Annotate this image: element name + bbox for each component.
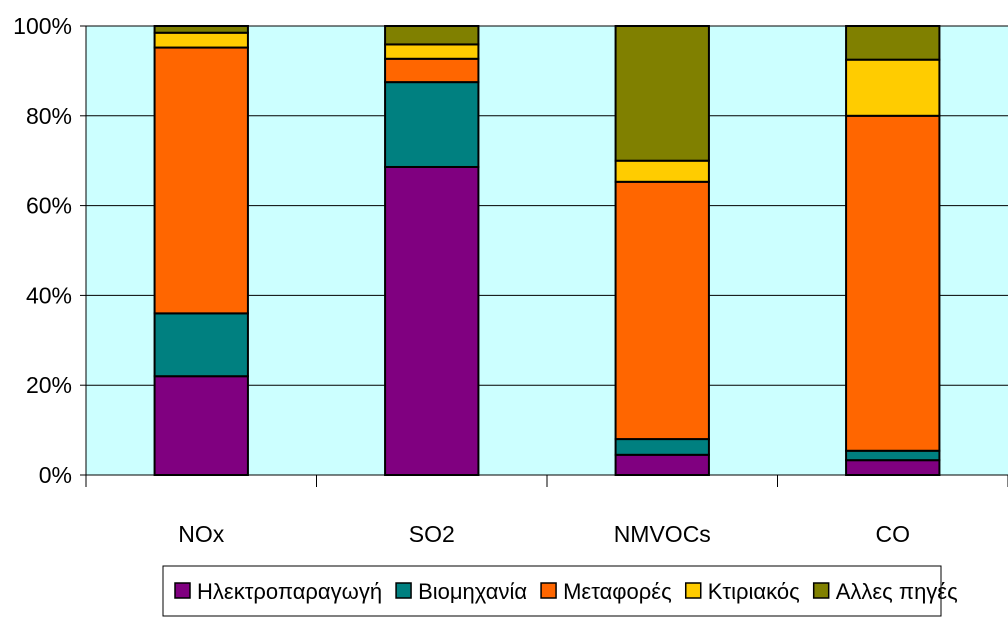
y-tick-label: 0% — [39, 462, 72, 488]
bar-segment — [845, 449, 941, 462]
y-tick-label: 40% — [26, 282, 72, 308]
bar-segment — [384, 57, 480, 84]
legend-entry: Κτιριακός — [684, 579, 800, 604]
y-tick-label: 80% — [26, 103, 72, 129]
legend-label: Κτιριακός — [708, 579, 800, 604]
bar-segment — [614, 180, 710, 441]
axes: 0% 20% 40% 60% 80% 100% NOx SO2 NMVOCs CO — [13, 13, 1008, 547]
bar-segment — [614, 453, 710, 477]
bar-segment — [153, 375, 249, 476]
bar-segment — [845, 459, 941, 477]
bar-segment — [614, 438, 710, 456]
legend-entry: Αλλες πηγές — [812, 579, 958, 604]
x-tick-label: CO — [876, 521, 911, 547]
bar-segment — [153, 25, 249, 34]
bar-segment — [384, 165, 480, 476]
plot-area — [86, 25, 1008, 477]
bar-segment — [614, 159, 710, 183]
bar-segment — [384, 81, 480, 168]
bar-segment — [153, 312, 249, 378]
bar-segment — [384, 25, 480, 46]
bar-segment — [845, 114, 941, 452]
x-tick-label: NOx — [178, 521, 225, 547]
legend-entry: Ηλεκτροπαραγωγή — [174, 579, 382, 604]
bar-segment — [614, 25, 710, 162]
y-tick-label: 20% — [26, 372, 72, 398]
legend-label: Μεταφορές — [563, 579, 672, 604]
legend-entry: Βιομηχανία — [395, 579, 527, 604]
bar-segment — [153, 31, 249, 49]
bar-segment — [845, 25, 941, 61]
legend-label: Αλλες πηγές — [836, 579, 958, 604]
legend-entry: Μεταφορές — [540, 579, 672, 604]
legend-swatch — [174, 582, 191, 599]
bar-segment — [845, 58, 941, 117]
legend: Ηλεκτροπαραγωγή Βιομηχανία Μεταφορές Κτιρια… — [162, 565, 958, 617]
bar-segment — [153, 46, 249, 315]
y-tick-label: 60% — [26, 193, 72, 219]
bar-segment — [384, 43, 480, 60]
x-tick-label: NMVOCs — [614, 521, 711, 547]
x-tick-label: SO2 — [409, 521, 455, 547]
legend-swatch — [684, 582, 702, 599]
legend-label: Βιομηχανία — [418, 579, 527, 604]
legend-swatch — [540, 582, 557, 599]
y-tick-label: 100% — [13, 13, 72, 39]
legend-swatch — [395, 582, 412, 599]
legend-swatch — [812, 582, 830, 599]
legend-label: Ηλεκτροπαραγωγή — [197, 579, 382, 604]
